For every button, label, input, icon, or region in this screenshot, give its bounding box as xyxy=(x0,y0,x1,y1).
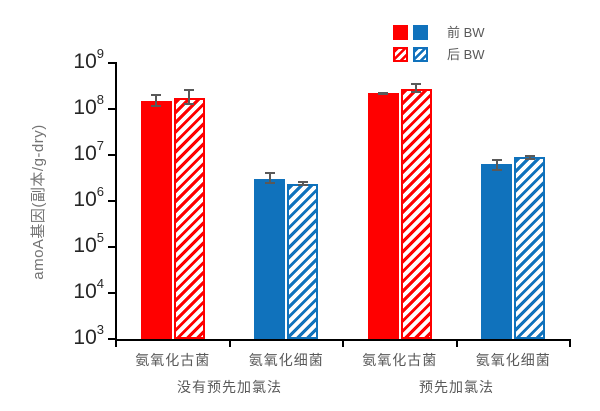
bar-氨氧化古菌-前 BW xyxy=(140,100,172,339)
y-tick-label-10e7: 107 xyxy=(73,138,104,165)
y-tick-10e8 xyxy=(108,108,115,110)
x-tick-0 xyxy=(115,341,117,347)
x-tick-2 xyxy=(342,341,344,347)
y-tick-label-10e8: 108 xyxy=(73,92,104,119)
error-bar-氨氧化古菌-后 BW xyxy=(184,89,195,106)
error-bar-氨氧化细菌-后 BW xyxy=(524,155,535,160)
y-tick-label-10e3: 103 xyxy=(73,322,104,349)
bar-氨氧化细菌-前 BW xyxy=(481,163,513,339)
category-label-0: 氨氧化古菌 xyxy=(135,352,211,368)
bar-氨氧化细菌-前 BW xyxy=(254,179,286,339)
y-tick-label-10e4: 104 xyxy=(73,276,104,303)
category-label-1: 氨氧化细菌 xyxy=(248,352,324,368)
legend-label-before: 前 BW xyxy=(447,25,485,40)
group-label-1: 预先加氯法 xyxy=(419,379,494,395)
y-tick-10e6 xyxy=(108,200,115,202)
y-tick-label-10e5: 105 xyxy=(73,230,104,257)
y-tick-10e7 xyxy=(108,154,115,156)
y-tick-10e9 xyxy=(108,62,115,64)
y-tick-10e4 xyxy=(108,292,115,294)
bar-氨氧化古菌-后 BW xyxy=(400,88,432,339)
bar-氨氧化细菌-后 BW xyxy=(514,157,546,339)
legend-swatch-blue-solid xyxy=(413,25,428,40)
y-tick-10e5 xyxy=(108,246,115,248)
bar-氨氧化古菌-前 BW xyxy=(367,93,399,339)
category-label-3: 氨氧化细菌 xyxy=(475,352,551,368)
error-bar-氨氧化古菌-前 BW xyxy=(151,94,162,108)
legend-swatch-blue-hatched xyxy=(413,47,428,62)
error-bar-氨氧化细菌-前 BW xyxy=(264,171,275,184)
x-axis-line xyxy=(115,339,571,341)
legend-label-after: 后 BW xyxy=(447,47,485,62)
error-bar-氨氧化古菌-后 BW xyxy=(411,83,422,94)
x-tick-1 xyxy=(228,341,231,347)
y-tick-label-10e6: 106 xyxy=(73,184,104,211)
legend-swatch-red-hatched xyxy=(393,47,408,62)
bar-氨氧化古菌-后 BW xyxy=(173,98,205,339)
category-label-2: 氨氧化古菌 xyxy=(362,352,438,368)
error-bar-氨氧化细菌-后 BW xyxy=(297,181,308,187)
error-bar-氨氧化古菌-前 BW xyxy=(378,91,389,96)
group-label-0: 没有预先加氯法 xyxy=(177,379,282,395)
bar-氨氧化细菌-后 BW xyxy=(287,183,319,339)
x-tick-4 xyxy=(569,341,571,347)
error-bar-氨氧化细菌-前 BW xyxy=(491,158,502,172)
y-tick-label-10e9: 109 xyxy=(73,46,104,73)
legend-swatch-red-solid xyxy=(393,25,408,40)
y-axis-line xyxy=(115,62,117,341)
x-tick-3 xyxy=(455,341,458,347)
y-tick-10e3 xyxy=(108,338,115,340)
